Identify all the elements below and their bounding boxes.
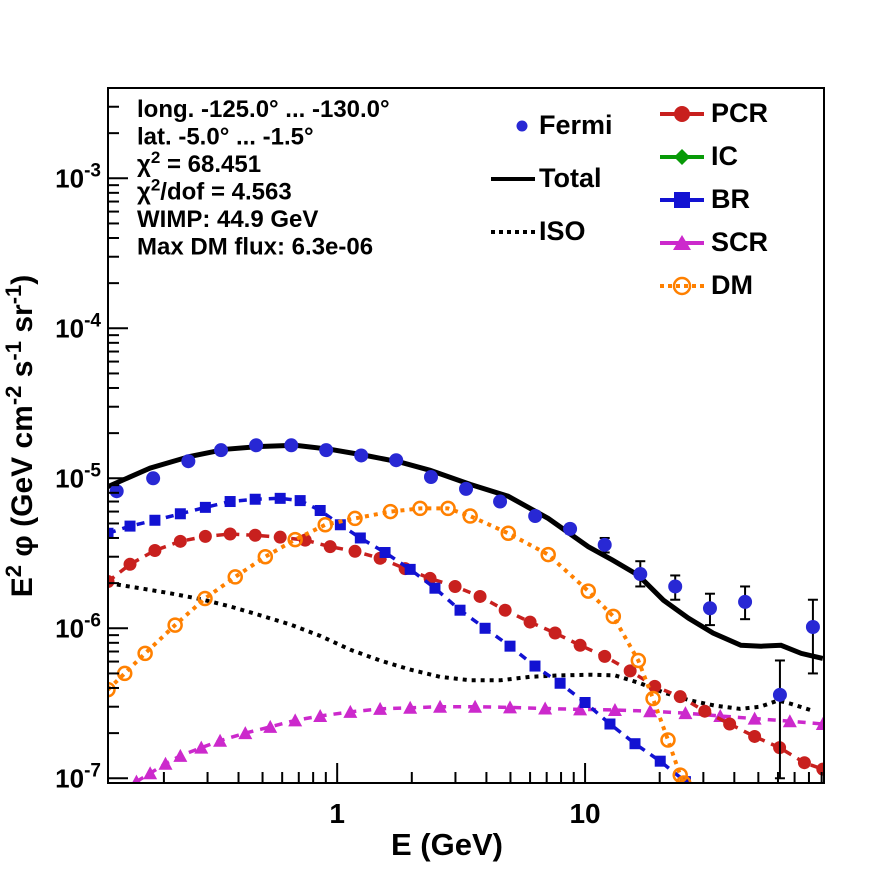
series-layer [108,438,824,783]
legend-marker-icon [660,105,704,122]
legend-left: Fermi Total ISO [489,99,613,258]
y-axis-title: E2 φ (GeV cm-2 s-1 sr-1) [1,275,39,598]
y-tick-label: 10-7 [55,760,101,793]
legend-item-label: ISO [539,216,586,246]
series-dm [108,500,692,783]
x-tick-label: 1 [329,798,345,829]
legend-item-pcr: PCR [658,92,768,135]
legend-item-label: IC [711,141,738,171]
legend-marker-icon [660,276,704,295]
legend-marker-icon [660,234,704,250]
x-axis-ticks: 1 10 [162,763,823,829]
annotation-line: lat. -5.0° ... -1.5° [137,124,314,151]
series-br [108,492,691,783]
annotation-line: χ2 = 68.451 [137,148,261,178]
legend-item-label: SCR [711,227,769,257]
series-fermi [109,438,820,780]
legend-marker-icon [660,148,704,165]
legend-item-dm: DM [658,264,768,307]
y-tick-label: 10-5 [55,460,101,493]
legend-item-label: PCR [711,98,769,128]
series-pcr [108,527,824,776]
y-tick-label: 10-3 [55,160,101,193]
annotation-line: long. -125.0° ... -130.0° [137,96,390,123]
y-tick-label: 10-6 [55,610,101,643]
plot-frame [107,87,825,784]
x-axis-title: E (GeV) [391,827,503,862]
legend-item-total: Total [489,152,613,205]
legend-item-label: Fermi [539,110,613,140]
series-total [108,442,824,661]
legend-item-scr: SCR [658,221,768,264]
series-scr [131,699,824,783]
y-tick-label: 10-4 [55,310,101,343]
fit-info-block: long. -125.0° ... -130.0°lat. -5.0° ... … [137,96,390,261]
legend-item-label: Total [539,163,602,193]
legend-item-fermi: Fermi [489,99,613,152]
legend-right: PCR IC BR SCR DM [658,92,768,307]
series-iso [108,581,812,712]
legend-item-label: DM [711,270,753,300]
legend-item-iso: ISO [489,205,613,258]
annotation-line: Max DM flux: 6.3e-06 [137,234,373,261]
legend-marker-icon [491,176,535,181]
x-tick-label: 10 [569,798,600,829]
legend-item-label: BR [711,184,750,214]
legend-marker-icon [516,120,528,131]
annotation-line: χ2/dof = 4.563 [137,176,292,206]
legend-marker-icon [491,229,535,234]
legend-item-ic: IC [658,135,768,178]
legend-item-br: BR [658,178,768,221]
legend-marker-icon [660,191,704,208]
y-axis-ticks: 10-7 10-6 10-5 10-4 10-3 [55,87,128,793]
annotation-line: WIMP: 44.9 GeV [137,206,318,233]
